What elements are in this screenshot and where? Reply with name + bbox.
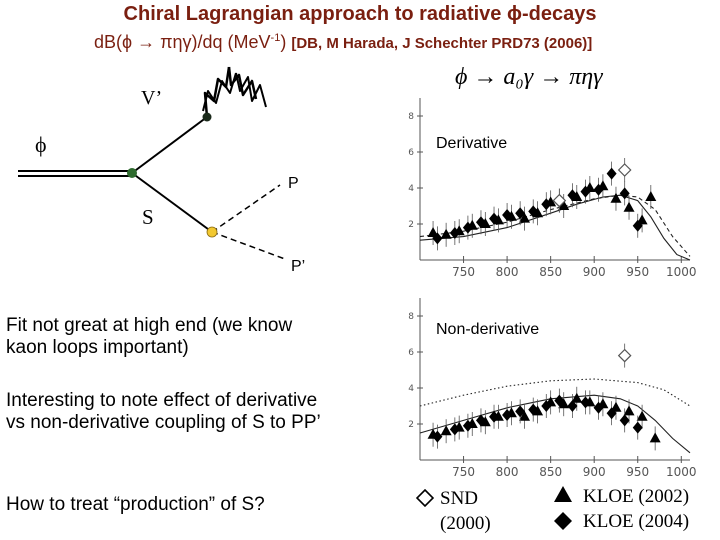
label-s: S	[142, 205, 154, 229]
point-kloe2004	[606, 407, 617, 420]
point-snd	[617, 348, 632, 363]
x-tick-label: 750	[452, 465, 475, 479]
curve-comparison	[419, 378, 691, 407]
x-tick-label: 850	[539, 465, 562, 479]
point-kloe2004	[554, 394, 565, 407]
slide-title: Chiral Lagrangian approach to radiative …	[123, 3, 597, 25]
legend-diamond-icon	[554, 512, 572, 530]
point-kloe2004	[502, 209, 513, 221]
x-tick-label: 950	[626, 465, 649, 479]
derivative-plot: 2 4 6 8 750 800 850 900 950 1000	[408, 98, 697, 279]
y-tick-label: 4	[408, 184, 414, 194]
point-kloe2004	[593, 183, 604, 196]
legend-open-diamond-icon	[416, 489, 434, 507]
x-tick-label: 950	[626, 265, 649, 279]
point-kloe2004	[462, 419, 473, 432]
point-kloe2004	[515, 207, 526, 220]
point-kloe2004	[489, 212, 500, 225]
decay-formula: ϕ → a₀γ → πηγ	[455, 64, 603, 90]
point-snd	[617, 163, 632, 177]
legend-kloe: KLOE (2002) KLOE (2004)	[583, 484, 689, 534]
label-p-prime: P’	[291, 258, 306, 275]
y-tick-label: 2	[408, 420, 414, 430]
x-tick-label: 1000	[666, 465, 697, 479]
point-kloe2004	[619, 414, 630, 427]
vertex-diagram	[18, 66, 286, 260]
point-kloe2004	[432, 232, 443, 245]
x-tick-label: 800	[496, 465, 519, 479]
point-kloe2002	[558, 398, 570, 409]
point-kloe2004	[567, 189, 578, 202]
subtitle-reference: [DB, M Harada, J Schechter PRD73 (2006)]	[291, 35, 593, 52]
point-kloe2004	[593, 401, 604, 414]
y-tick-label: 6	[408, 348, 414, 358]
point-kloe2004	[580, 396, 591, 409]
fit-note: Fit not great at high end (we know kaon …	[6, 315, 293, 358]
point-kloe2004	[606, 167, 617, 180]
point-kloe2004	[449, 227, 460, 239]
y-tick-label: 6	[408, 148, 414, 158]
x-tick-label: 1000	[666, 265, 697, 279]
x-tick-label: 900	[583, 465, 606, 479]
production-question: How to treat “production” of S?	[6, 494, 265, 515]
point-kloe2004	[502, 409, 513, 421]
point-kloe2002	[623, 405, 635, 416]
point-kloe2002	[440, 228, 452, 239]
y-tick-label: 8	[408, 312, 414, 322]
point-kloe2002	[645, 191, 657, 201]
point-kloe2004	[475, 414, 486, 427]
non-derivative-label: Non-derivative	[436, 321, 540, 338]
point-kloe2004	[619, 187, 630, 200]
legend-kloe-2002: KLOE (2002)	[583, 486, 690, 507]
point-kloe2002	[571, 392, 583, 403]
label-phi: ϕ	[35, 132, 47, 157]
point-kloe2002	[636, 410, 648, 421]
point-kloe2004	[580, 185, 591, 198]
point-kloe2004	[432, 430, 443, 443]
y-tick-label: 2	[408, 220, 414, 230]
point-kloe2004	[475, 216, 486, 229]
legend-snd: SND (2000)	[440, 486, 491, 536]
point-kloe2002	[440, 425, 452, 436]
y-tick-label: 8	[408, 112, 414, 122]
slide-subtitle: dB(ϕ → πηγ)/dq (MeV-1) [DB, M Harada, J …	[94, 32, 592, 53]
legend-snd-name: SND	[440, 488, 479, 509]
point-kloe2002	[623, 201, 635, 212]
subtitle-main: dB(ϕ → πηγ)/dq (MeV	[94, 32, 271, 52]
point-kloe2002	[558, 200, 570, 210]
derivative-label: Derivative	[436, 135, 508, 152]
point-kloe2002	[649, 432, 661, 443]
non-derivative-plot: 2 4 6 8 750 800 850 900 950 1000	[408, 298, 697, 479]
x-tick-label: 750	[452, 265, 475, 279]
x-tick-label: 900	[583, 265, 606, 279]
point-kloe2002	[610, 192, 622, 203]
point-kloe2004	[541, 198, 552, 211]
point-kloe2004	[541, 400, 552, 412]
point-kloe2004	[489, 410, 500, 423]
point-kloe2004	[632, 421, 643, 434]
point-kloe2004	[462, 221, 473, 234]
label-p: P	[288, 175, 299, 192]
x-tick-label: 850	[539, 265, 562, 279]
legend-triangle-icon	[554, 486, 572, 502]
point-snd	[552, 193, 567, 208]
x-tick-label: 800	[496, 265, 519, 279]
point-kloe2004	[632, 219, 643, 232]
legend-kloe-2004: KLOE (2004)	[583, 511, 690, 532]
point-kloe2004	[528, 205, 539, 218]
point-kloe2002	[519, 410, 531, 421]
point-kloe2004	[567, 400, 578, 412]
interest-note: Interesting to note effect of derivative…	[6, 390, 321, 433]
label-v-prime: V’	[141, 87, 163, 109]
subtitle-exponent: -1	[270, 32, 281, 44]
point-kloe2004	[515, 405, 526, 418]
point-kloe2004	[449, 423, 460, 436]
y-tick-label: 4	[408, 384, 414, 394]
legend-snd-year: (2000)	[440, 513, 491, 534]
subtitle-close: )	[280, 32, 287, 52]
point-kloe2004	[528, 403, 539, 416]
point-kloe2002	[519, 212, 531, 223]
